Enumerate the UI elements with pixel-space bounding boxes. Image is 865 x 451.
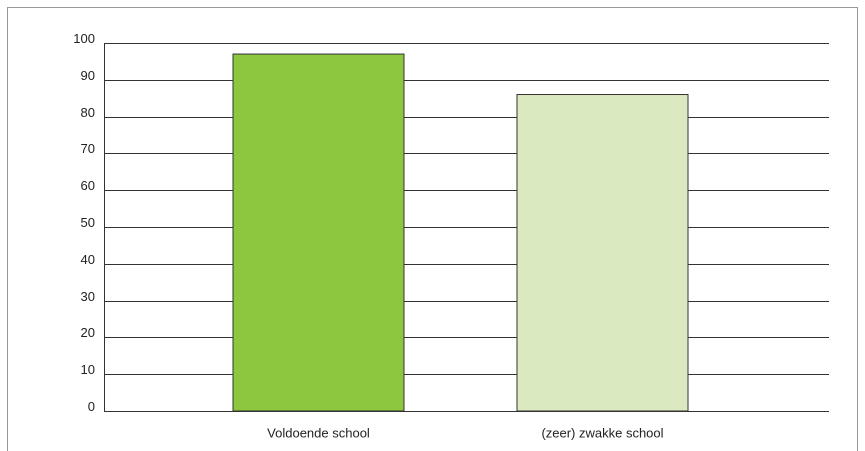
y-tick-label: 60 bbox=[81, 178, 95, 193]
bar bbox=[232, 53, 405, 412]
y-tick-label: 10 bbox=[81, 362, 95, 377]
y-tick-label: 80 bbox=[81, 105, 95, 120]
x-tick-label: Voldoende school bbox=[267, 425, 370, 440]
x-tick-label: (zeer) zwakke school bbox=[541, 425, 663, 440]
y-tick-label: 100 bbox=[73, 31, 95, 46]
y-tick-label: 0 bbox=[88, 399, 95, 414]
bar bbox=[516, 94, 689, 412]
y-tick-label: 50 bbox=[81, 215, 95, 230]
y-tick-label: 90 bbox=[81, 68, 95, 83]
y-tick-label: 40 bbox=[81, 252, 95, 267]
frame bbox=[7, 7, 858, 451]
y-tick-label: 30 bbox=[81, 289, 95, 304]
y-tick-label: 70 bbox=[81, 141, 95, 156]
y-tick-label: 20 bbox=[81, 325, 95, 340]
